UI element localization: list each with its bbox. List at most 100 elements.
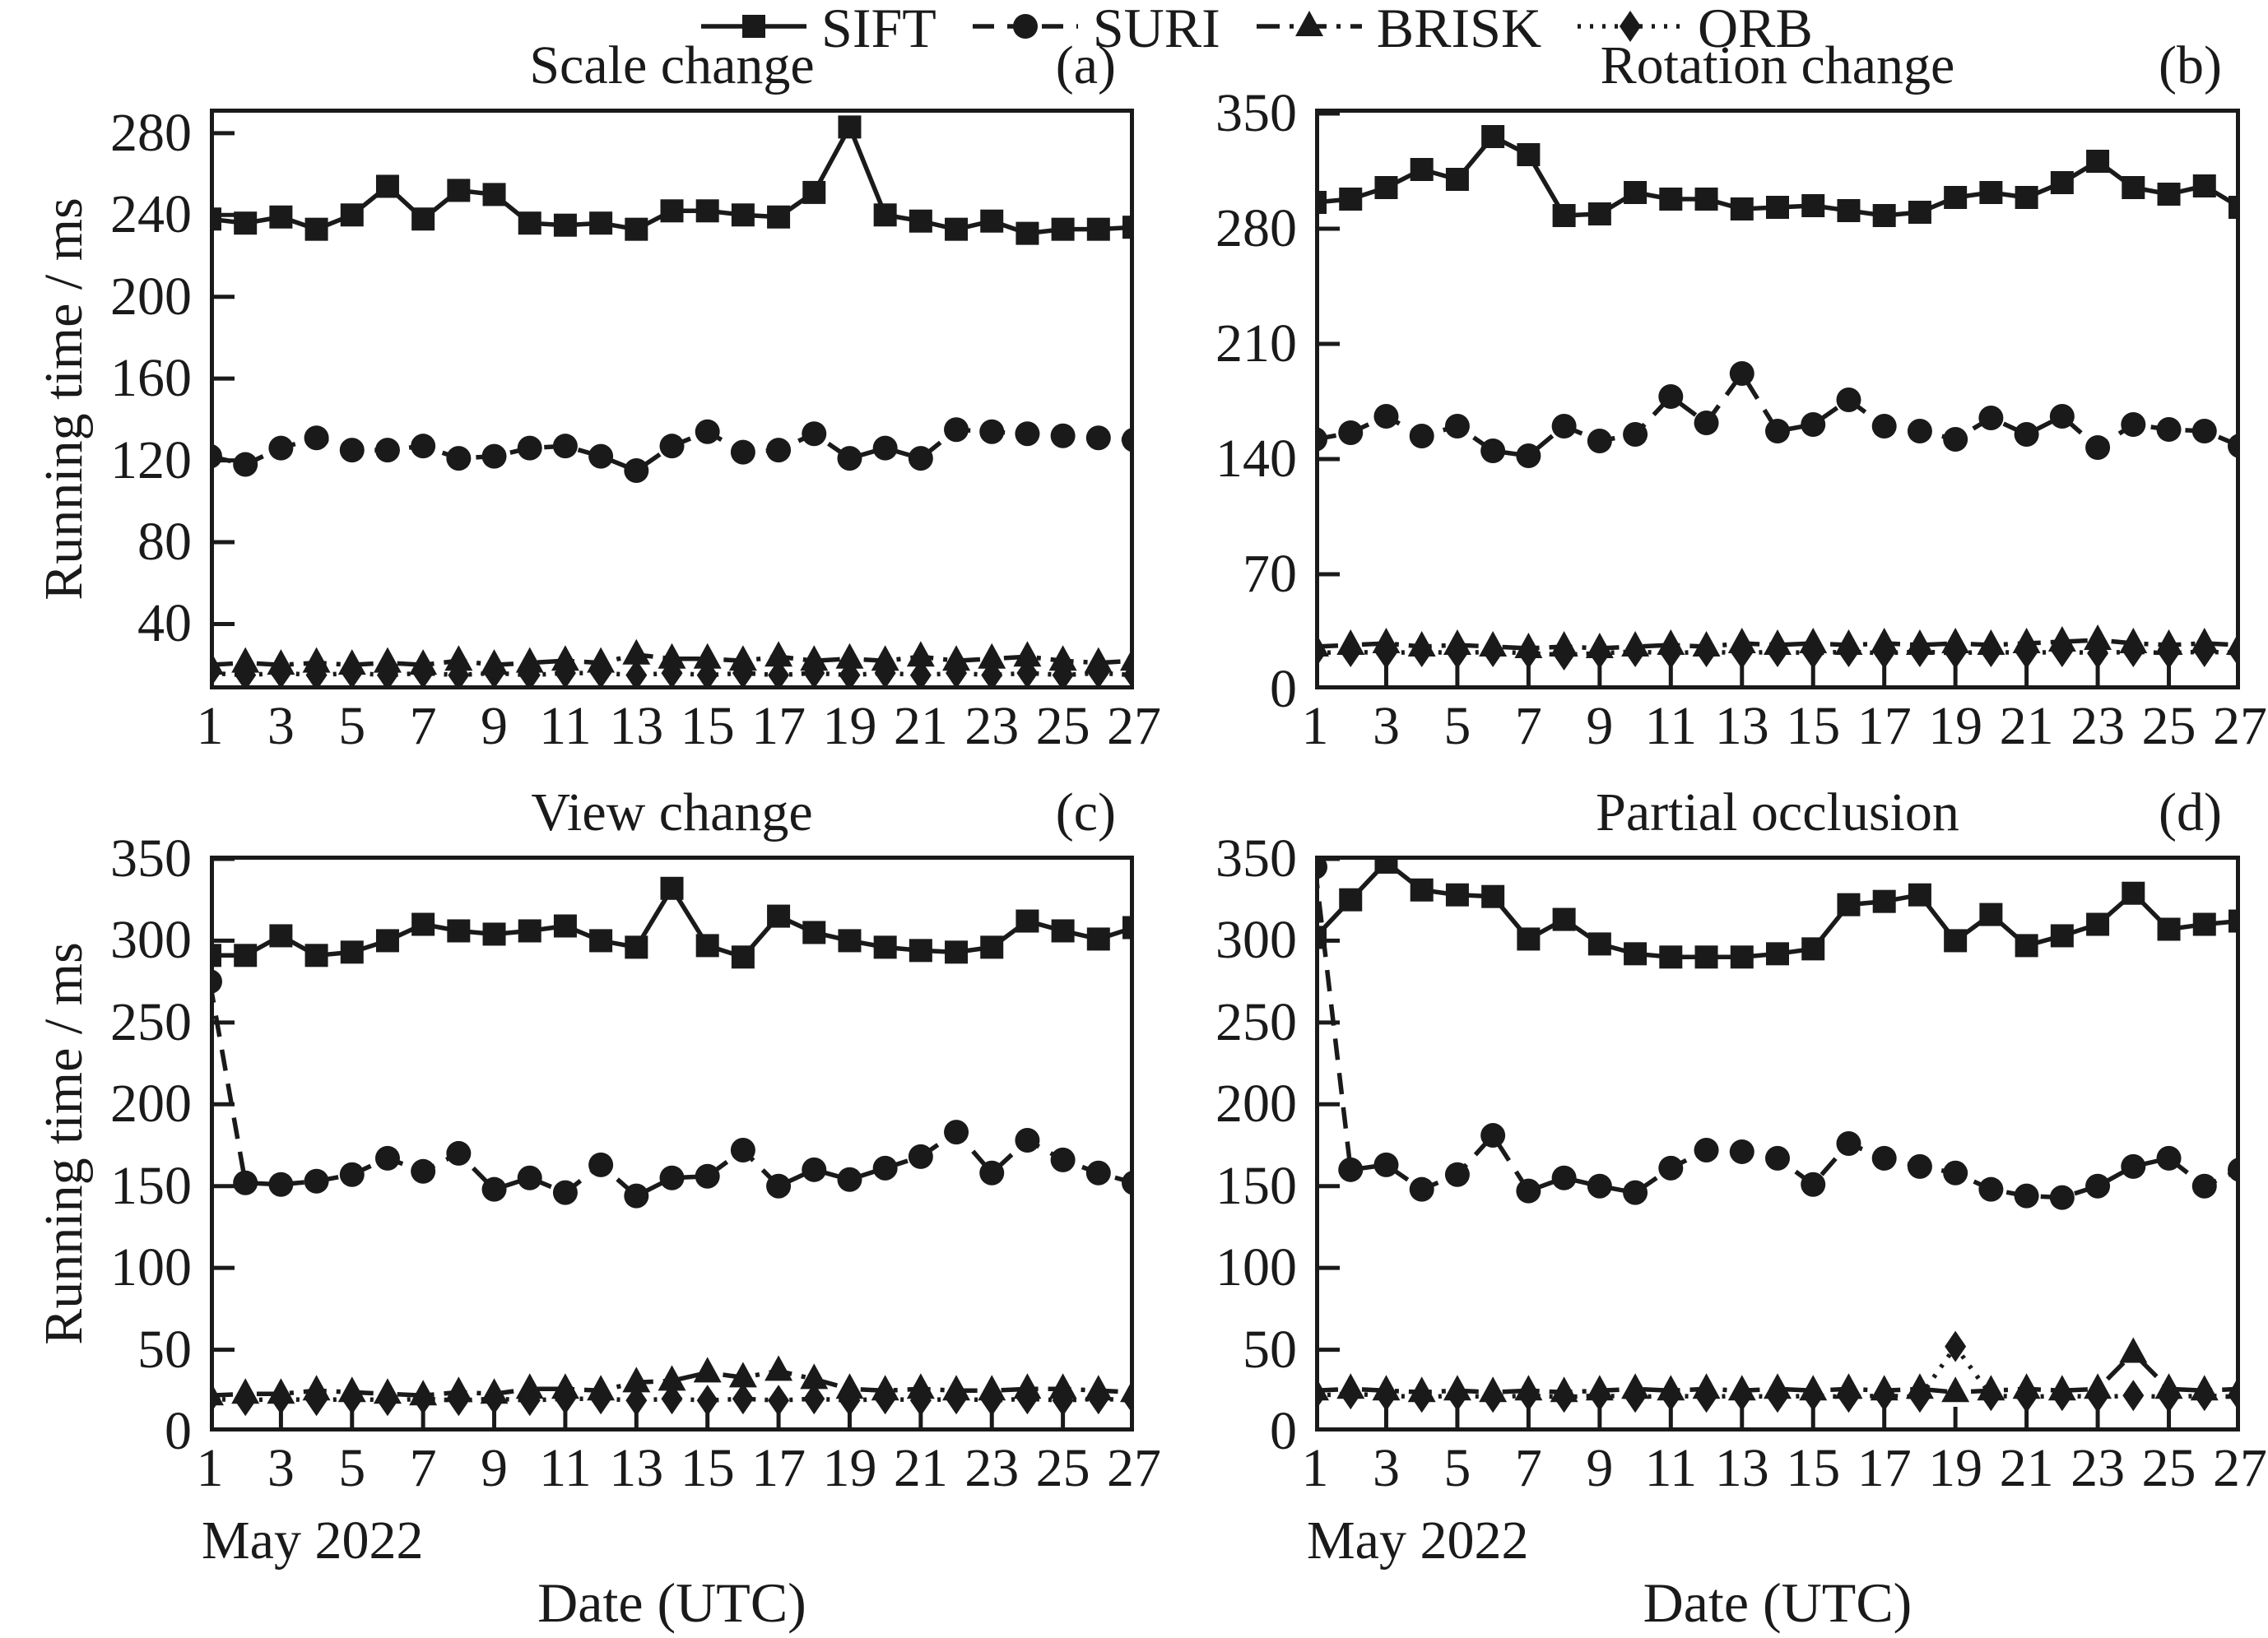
suri-marker <box>1658 1155 1684 1181</box>
sift-marker <box>1552 907 1576 931</box>
suri-marker <box>2085 1173 2111 1199</box>
sift-line-square-icon <box>699 2 808 55</box>
suri-marker <box>1765 1145 1790 1171</box>
sift-legend-marker <box>742 14 765 38</box>
orb-marker <box>1980 1380 2002 1412</box>
suri-marker <box>1801 412 1826 437</box>
suri-legend-marker <box>1012 13 1038 39</box>
orb-marker <box>1624 636 1647 667</box>
suri-marker <box>339 438 365 463</box>
orb-marker <box>1838 1381 1860 1413</box>
x-tick-label: 9 <box>481 1438 509 1498</box>
x-tick-label: 5 <box>1443 1438 1471 1498</box>
suri-marker <box>1801 1172 1826 1197</box>
orb-marker <box>768 659 790 689</box>
sift-marker <box>1872 204 1896 227</box>
suri-marker <box>304 425 329 451</box>
suri-marker <box>2014 422 2039 447</box>
brisk-legend-marker <box>1294 10 1323 36</box>
suri-marker <box>210 969 222 995</box>
sift-marker <box>269 205 293 229</box>
orb-marker <box>981 659 1003 689</box>
panel-letter: (d) <box>2159 782 2222 842</box>
sift-marker <box>945 217 969 241</box>
sift-marker <box>2015 934 2038 958</box>
sift-marker <box>1837 893 1861 916</box>
sift-marker <box>1339 888 1363 912</box>
orb-marker <box>1016 657 1039 689</box>
sift-marker <box>1587 932 1611 956</box>
orb-marker <box>874 657 896 689</box>
suri-marker <box>2049 1185 2075 1210</box>
suri-marker <box>2121 412 2146 437</box>
suri-marker <box>2121 1153 2146 1179</box>
x-tick-label: 27 <box>1107 1438 1161 1498</box>
panel-letter: (c) <box>1055 782 1116 842</box>
x-tick-label: 1 <box>1301 1438 1329 1498</box>
legend-label: SURI <box>1092 0 1220 59</box>
orb-marker <box>1375 1380 1397 1412</box>
orb-marker <box>483 1383 505 1415</box>
suri-marker <box>2156 1145 2182 1171</box>
sift-marker <box>1801 937 1825 961</box>
y-tick-label: 0 <box>1270 1401 1297 1461</box>
sift-marker <box>980 935 1004 959</box>
y-tick-label: 100 <box>110 1237 192 1298</box>
series-brisk-line <box>210 1368 1134 1399</box>
sift-marker <box>909 209 932 233</box>
plot-area-view-change <box>210 856 1134 1432</box>
suri-marker <box>908 446 933 471</box>
x-tick-label: 23 <box>964 1438 1020 1498</box>
x-tick-label: 25 <box>2141 696 2196 756</box>
legend-label: ORB <box>1698 0 1813 59</box>
y-tick-label: 250 <box>110 991 192 1052</box>
suri-marker <box>588 1152 614 1177</box>
x-tick-label: 19 <box>822 696 877 756</box>
brisk-marker <box>622 1367 651 1393</box>
orb-marker <box>1767 636 1788 667</box>
sift-marker <box>1730 945 1754 969</box>
x-tick-label: 25 <box>2141 1438 2196 1498</box>
sift-marker <box>660 199 684 223</box>
orb-marker <box>1731 638 1753 669</box>
suri-marker <box>659 1165 685 1190</box>
suri-marker <box>1050 1147 1076 1172</box>
sift-marker <box>411 207 435 231</box>
orb-marker <box>1695 1381 1717 1413</box>
orb-marker <box>2193 1380 2215 1412</box>
sift-marker <box>2192 912 2216 936</box>
sift-marker <box>1051 919 1075 943</box>
suri-marker <box>1085 425 1111 451</box>
orb-marker <box>305 659 328 689</box>
orb-marker <box>1908 636 1931 667</box>
suri-marker <box>1015 1128 1040 1153</box>
sift-marker <box>1944 929 1968 953</box>
series-suri-line <box>210 981 1134 1199</box>
sift-marker <box>2157 917 2181 941</box>
brisk-marker <box>1941 1376 1970 1403</box>
orb-marker <box>341 657 363 689</box>
suri-marker <box>1315 856 1327 879</box>
suri-marker <box>1551 414 1577 439</box>
sift-marker <box>2050 171 2074 194</box>
orb-marker <box>2158 638 2180 669</box>
x-tick-label: 3 <box>1372 696 1400 756</box>
x-tick-label: 21 <box>1999 1438 2054 1498</box>
suri-marker <box>1516 1178 1541 1204</box>
suri-marker <box>979 419 1005 444</box>
x-tick-label: 3 <box>267 696 295 756</box>
orb-marker <box>1588 638 1610 669</box>
suri-marker <box>552 1180 578 1205</box>
x-tick-label: 13 <box>609 696 664 756</box>
plot-frame <box>210 856 1134 1432</box>
legend-item-orb: ORB <box>1576 0 1813 56</box>
orb-marker <box>803 1383 825 1415</box>
brisk-marker <box>2119 1337 2148 1363</box>
x-tick-label: 15 <box>1786 1438 1841 1498</box>
sift-marker <box>2122 176 2145 199</box>
sift-marker <box>304 217 328 241</box>
sift-marker <box>1908 883 1931 907</box>
x-tick-label: 13 <box>1714 696 1769 756</box>
x-tick-label: 7 <box>409 696 437 756</box>
x-tick-label: 7 <box>409 1438 437 1498</box>
